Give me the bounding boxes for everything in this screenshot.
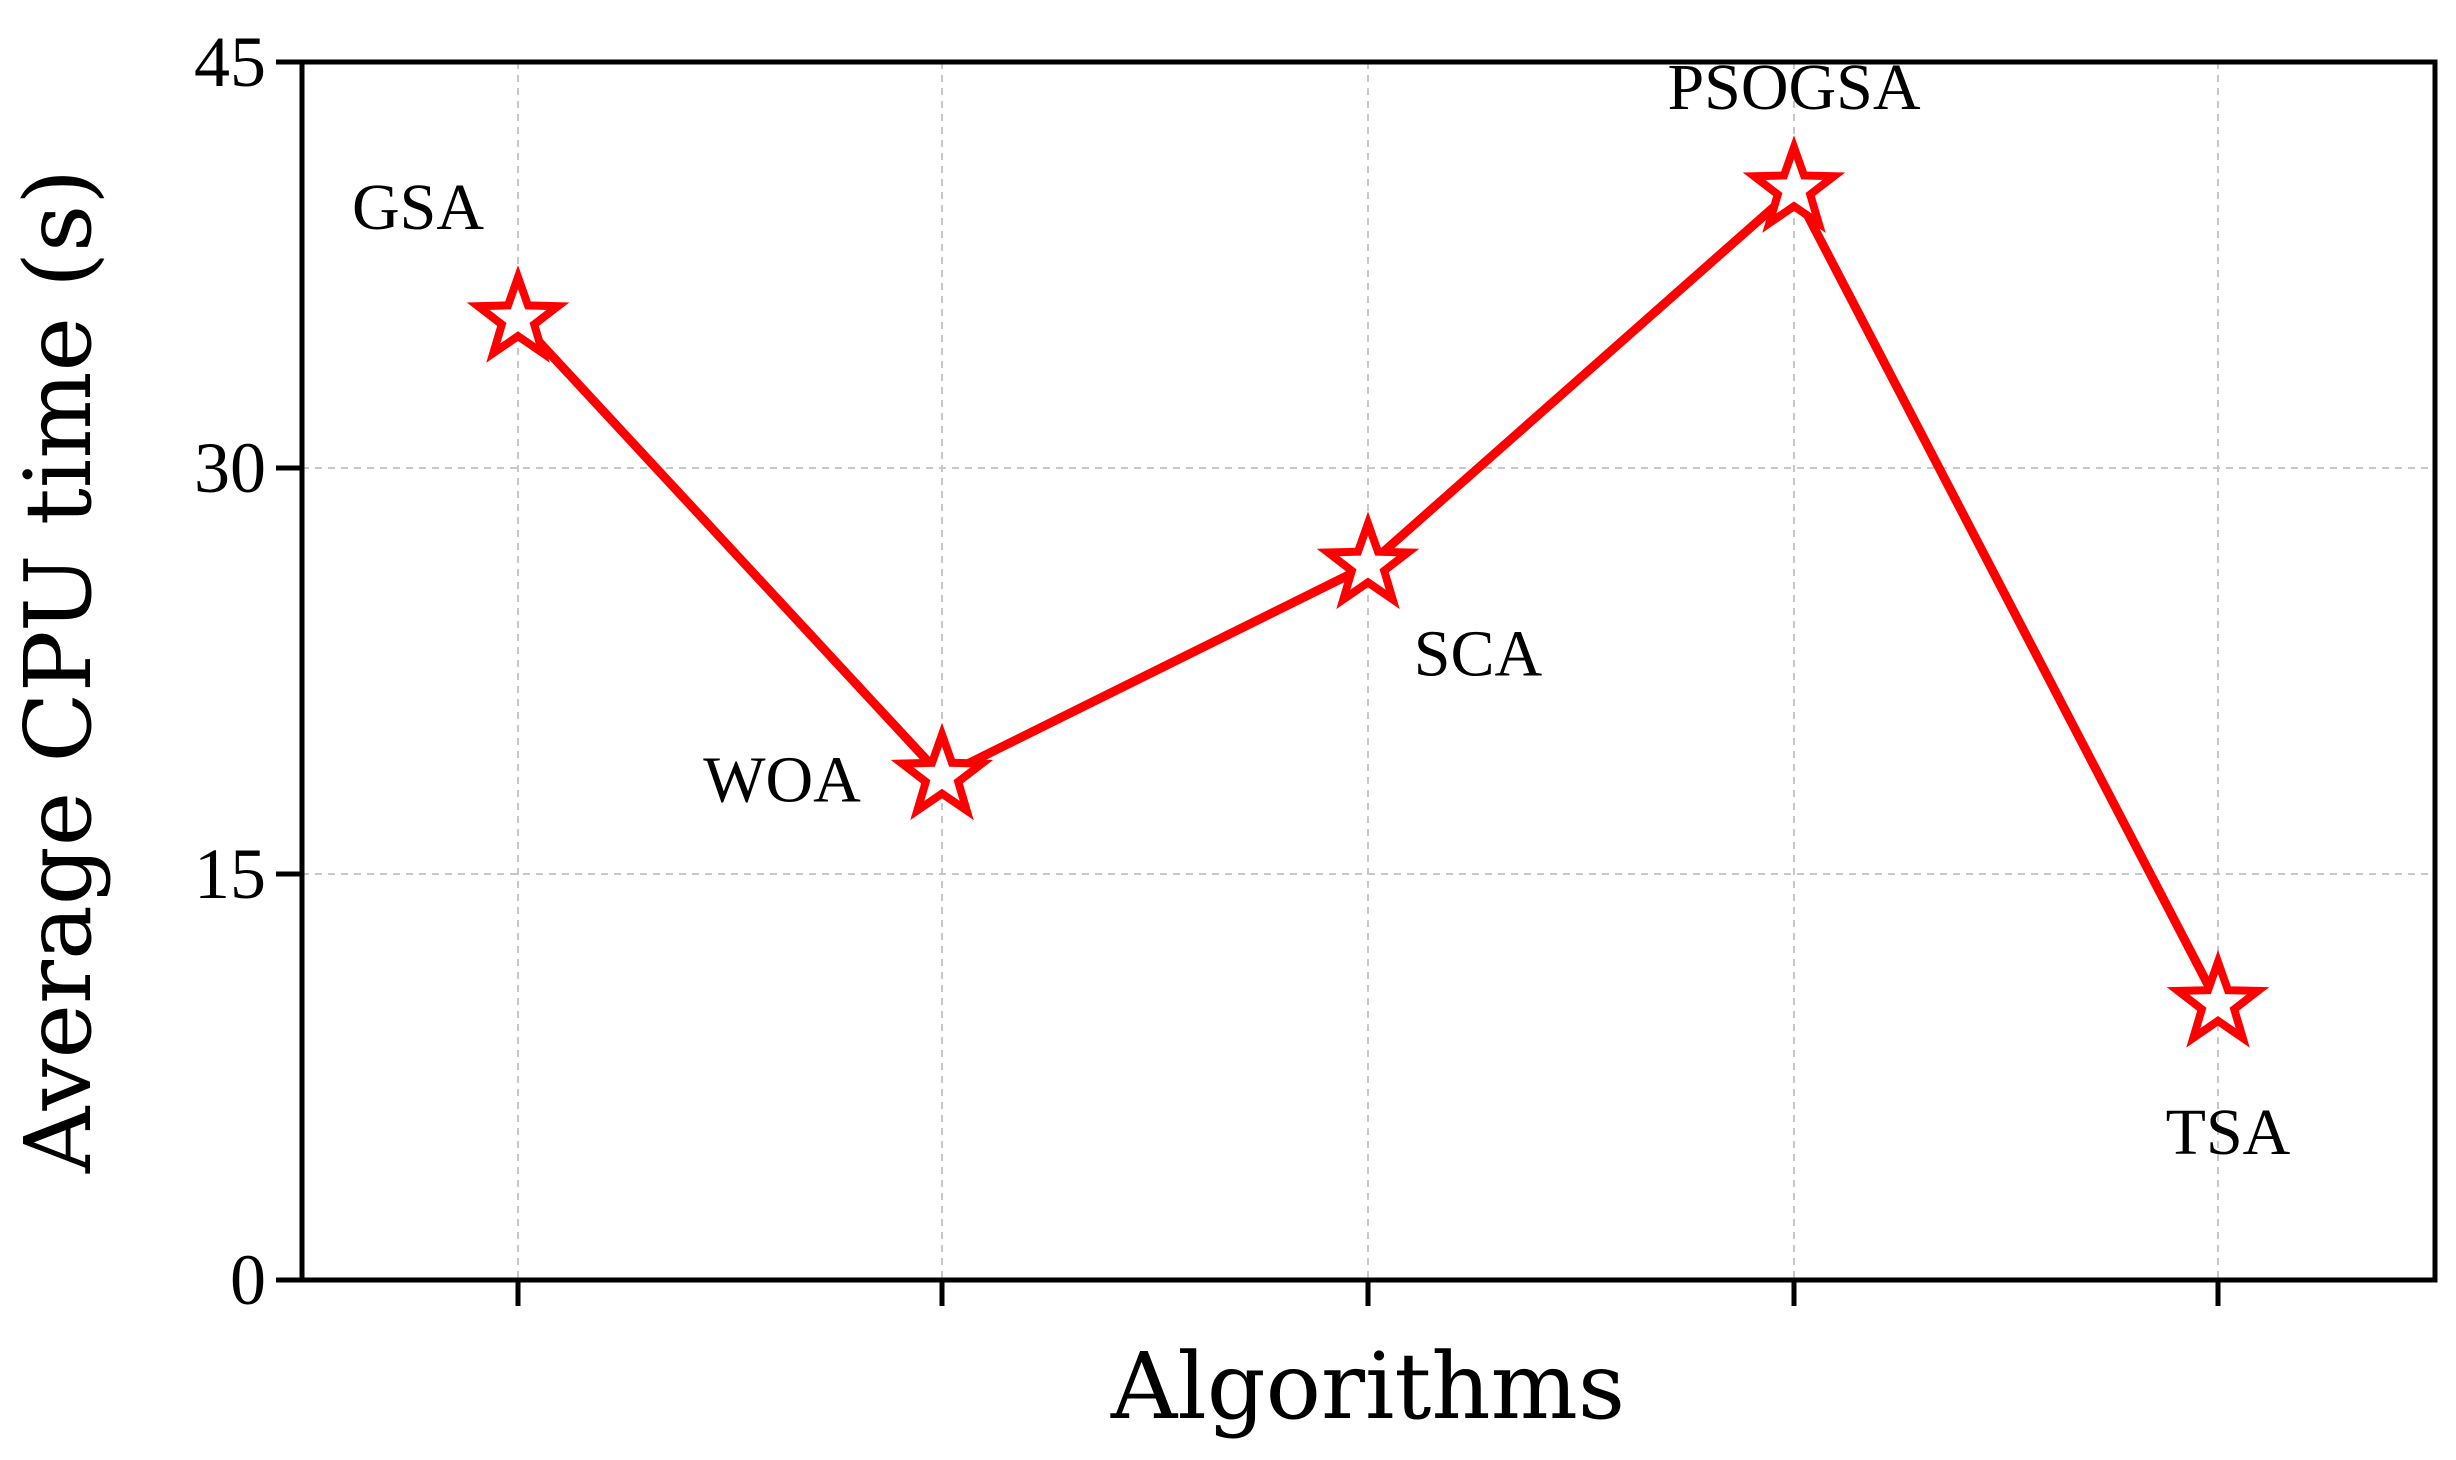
y-tick-label: 15 — [194, 834, 266, 914]
y-tick-label: 30 — [194, 428, 266, 508]
point-labels: GSA WOA SCA PSOGSA TSA — [352, 51, 2291, 1169]
grid-lines — [302, 62, 2435, 1280]
point-label: SCA — [1414, 617, 1543, 690]
x-axis-title: Algorithms — [1110, 1333, 1625, 1440]
point-label: PSOGSA — [1667, 51, 1920, 124]
data-point-star — [890, 722, 994, 821]
data-point-star — [2166, 949, 2270, 1048]
y-tick-label: 0 — [230, 1240, 266, 1320]
point-label: WOA — [703, 744, 861, 817]
data-point-star — [466, 265, 570, 363]
data-point-star — [1316, 511, 1420, 610]
series-line-group — [466, 135, 2270, 1048]
point-label: GSA — [352, 171, 484, 244]
axis-ticks: 0 15 30 45 — [194, 22, 2221, 1320]
y-tick-label: 45 — [194, 22, 266, 102]
data-point-star — [1742, 135, 1846, 233]
y-axis-title: Average CPU time (s) — [5, 169, 112, 1174]
point-label: TSA — [2166, 1096, 2291, 1169]
